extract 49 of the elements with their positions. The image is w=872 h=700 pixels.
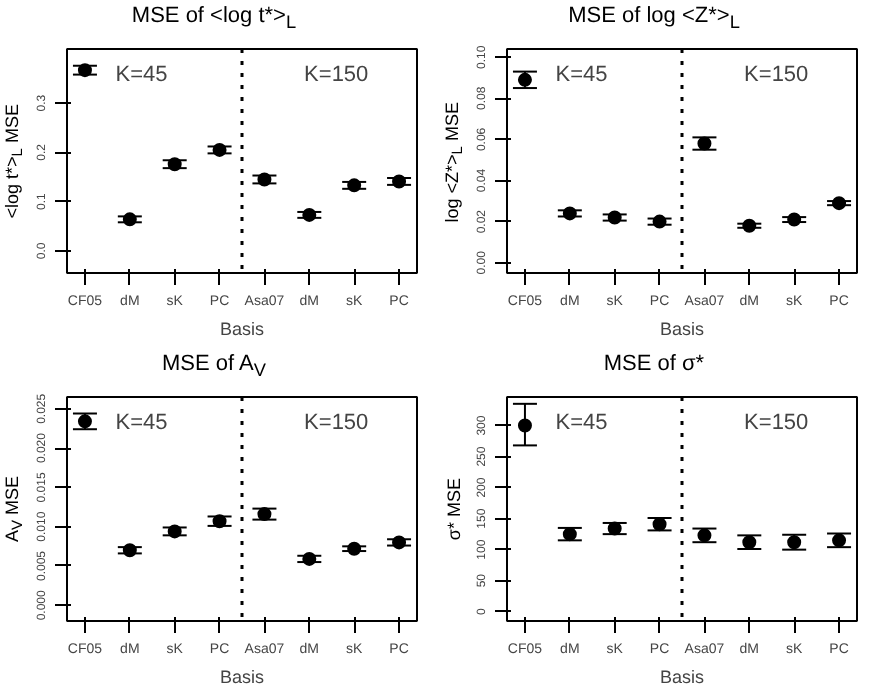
point	[697, 528, 712, 543]
annotation: K=45	[555, 63, 608, 88]
point	[832, 533, 847, 548]
point	[257, 507, 272, 522]
point	[212, 514, 227, 529]
point	[257, 172, 272, 187]
chart-title: MSE of A$_{V}$	[162, 350, 266, 385]
annotation: K=150	[744, 411, 809, 436]
point	[392, 535, 407, 550]
point	[77, 63, 92, 78]
point	[607, 521, 622, 536]
point	[167, 524, 182, 539]
point	[302, 551, 317, 566]
x-axis-title: Basis	[219, 319, 266, 339]
annotation: K=150	[304, 411, 369, 436]
point	[832, 196, 847, 211]
point	[742, 218, 757, 233]
point	[562, 527, 577, 542]
annotation: K=45	[115, 63, 168, 88]
y-axis-title: σ* MSE	[441, 478, 466, 542]
x-axis-title: Basis	[219, 667, 266, 687]
annotation: K=45	[555, 411, 608, 436]
annotation: K=45	[115, 411, 168, 436]
point	[77, 414, 92, 429]
point	[302, 207, 317, 222]
point	[517, 418, 532, 433]
point	[787, 212, 802, 227]
point	[607, 210, 622, 225]
chart-title: MSE of σ*	[603, 350, 705, 380]
point	[787, 535, 802, 550]
x-axis-title: Basis	[659, 319, 706, 339]
chart-title: MSE of log <Z*>$_{L}$	[568, 2, 740, 37]
point	[167, 157, 182, 172]
point	[212, 142, 227, 157]
point	[347, 178, 362, 193]
point	[392, 174, 407, 189]
point	[742, 535, 757, 550]
point	[697, 136, 712, 151]
point	[122, 212, 137, 227]
x-axis-title: Basis	[659, 667, 706, 687]
annotation: K=150	[744, 63, 809, 88]
point	[517, 72, 532, 87]
chart-title: MSE of <log t*>$_{L}$	[131, 2, 297, 37]
point	[562, 206, 577, 221]
point	[652, 214, 667, 229]
point	[652, 517, 667, 532]
annotation: K=150	[304, 63, 369, 88]
point	[347, 541, 362, 556]
point	[122, 543, 137, 558]
